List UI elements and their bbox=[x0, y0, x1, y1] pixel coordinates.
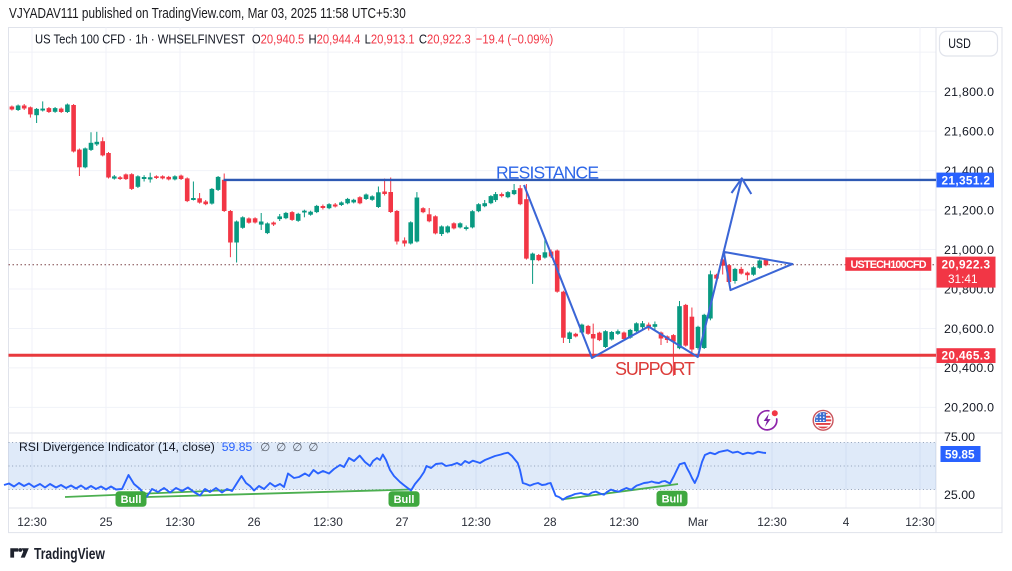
svg-text:28: 28 bbox=[543, 515, 557, 529]
svg-text:Mar: Mar bbox=[688, 515, 708, 529]
svg-text:12:30: 12:30 bbox=[17, 515, 47, 529]
svg-text:20,465.3: 20,465.3 bbox=[942, 349, 991, 363]
svg-text:TradingView: TradingView bbox=[34, 545, 106, 563]
svg-text:12:30: 12:30 bbox=[313, 515, 343, 529]
svg-text:12:30: 12:30 bbox=[165, 515, 195, 529]
svg-text:31:41: 31:41 bbox=[948, 272, 978, 286]
svg-text:20,600.0: 20,600.0 bbox=[944, 322, 994, 336]
svg-text:75.00: 75.00 bbox=[944, 430, 975, 444]
svg-text:25.00: 25.00 bbox=[944, 488, 975, 502]
svg-text:20,922.3: 20,922.3 bbox=[942, 258, 991, 272]
svg-text:20,200.0: 20,200.0 bbox=[944, 401, 994, 415]
svg-text:Bull: Bull bbox=[394, 494, 415, 506]
svg-text:12:30: 12:30 bbox=[905, 515, 935, 529]
svg-text:59.85: 59.85 bbox=[945, 448, 975, 462]
svg-text:Bull: Bull bbox=[662, 494, 683, 506]
svg-text:26: 26 bbox=[247, 515, 261, 529]
svg-text:21,000.0: 21,000.0 bbox=[944, 243, 994, 257]
svg-text:27: 27 bbox=[395, 515, 408, 529]
svg-text:USD: USD bbox=[948, 36, 971, 51]
svg-text:21,800.0: 21,800.0 bbox=[944, 85, 994, 99]
svg-text:12:30: 12:30 bbox=[461, 515, 491, 529]
svg-text:20,400.0: 20,400.0 bbox=[944, 361, 994, 375]
svg-text:21,200.0: 21,200.0 bbox=[944, 203, 994, 217]
svg-text:21,351.2: 21,351.2 bbox=[942, 173, 991, 187]
svg-text:Bull: Bull bbox=[121, 494, 142, 506]
svg-text:RSI Divergence Indicator (14,: RSI Divergence Indicator (14, close) 59.8… bbox=[19, 440, 318, 454]
svg-text:RESISTANCE: RESISTANCE bbox=[496, 162, 599, 182]
svg-text:21,600.0: 21,600.0 bbox=[944, 124, 994, 138]
svg-text:25: 25 bbox=[99, 515, 113, 529]
svg-text:12:30: 12:30 bbox=[609, 515, 639, 529]
svg-text:SUPPORT: SUPPORT bbox=[615, 359, 695, 379]
svg-text:USTECH100CFD: USTECH100CFD bbox=[851, 259, 927, 271]
svg-text:4: 4 bbox=[843, 515, 850, 529]
svg-text:US Tech 100 CFD · 1h · WHSELFI: US Tech 100 CFD · 1h · WHSELFINVEST O20,9… bbox=[35, 32, 553, 47]
svg-text:12:30: 12:30 bbox=[757, 515, 787, 529]
